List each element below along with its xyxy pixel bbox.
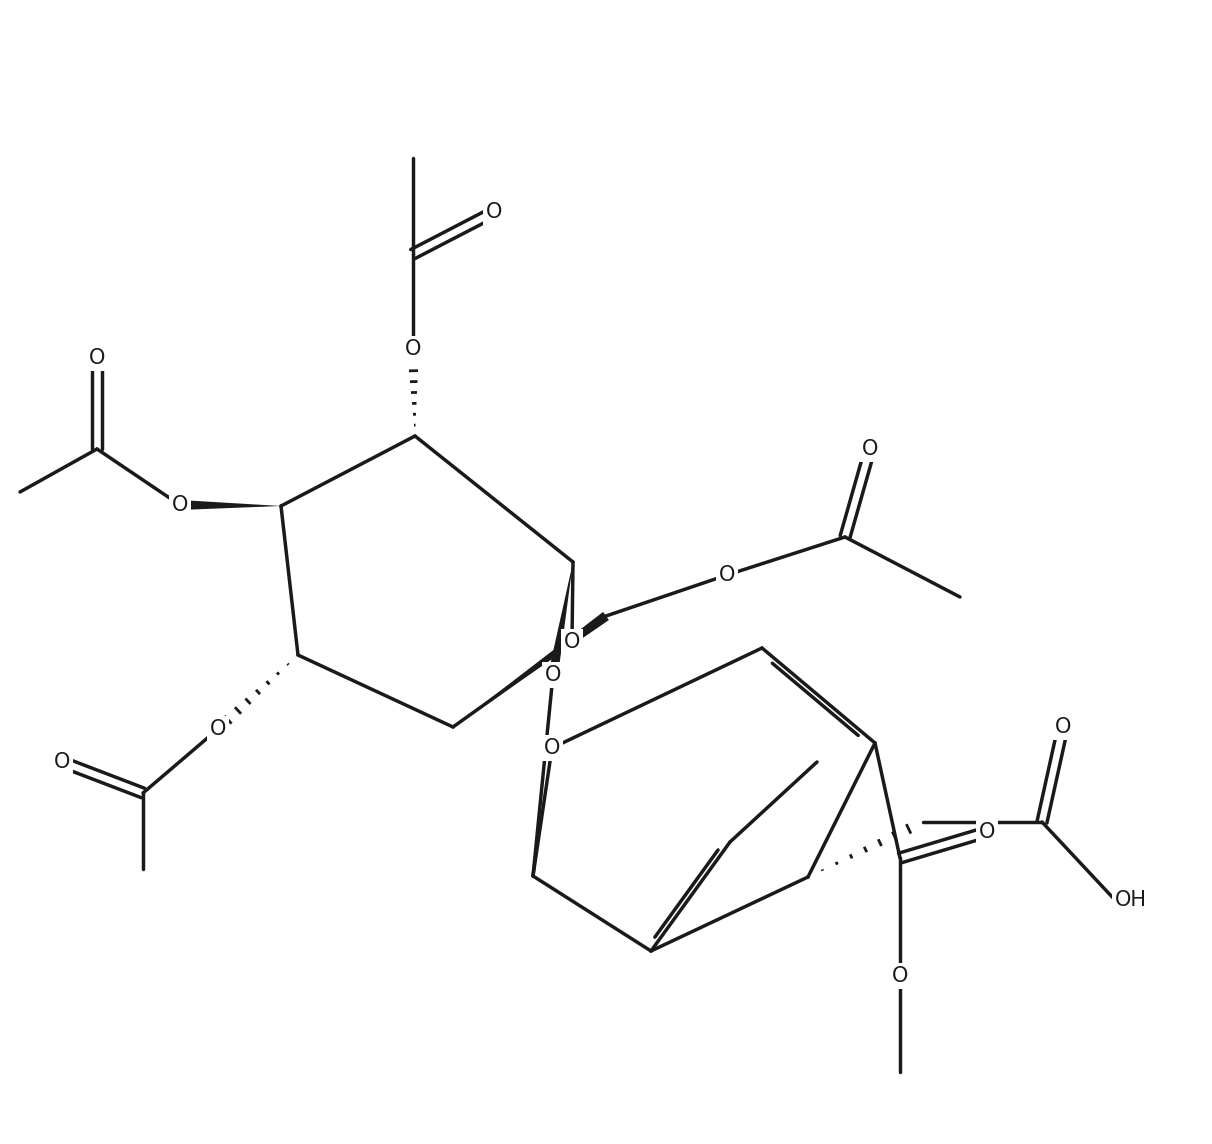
Polygon shape	[453, 612, 608, 726]
Text: O: O	[892, 966, 908, 986]
Text: O: O	[405, 339, 422, 359]
Text: O: O	[544, 738, 560, 758]
Text: O: O	[1054, 717, 1071, 737]
Text: O: O	[719, 565, 736, 585]
Polygon shape	[179, 500, 281, 510]
Text: O: O	[862, 439, 879, 459]
Text: O: O	[979, 823, 995, 842]
Text: O: O	[88, 348, 105, 368]
Text: O: O	[545, 665, 561, 685]
Text: OH: OH	[1115, 890, 1147, 909]
Text: O: O	[564, 631, 581, 652]
Text: O: O	[172, 495, 188, 515]
Text: O: O	[210, 718, 227, 739]
Polygon shape	[548, 562, 573, 676]
Text: O: O	[53, 752, 70, 772]
Text: O: O	[486, 202, 502, 222]
